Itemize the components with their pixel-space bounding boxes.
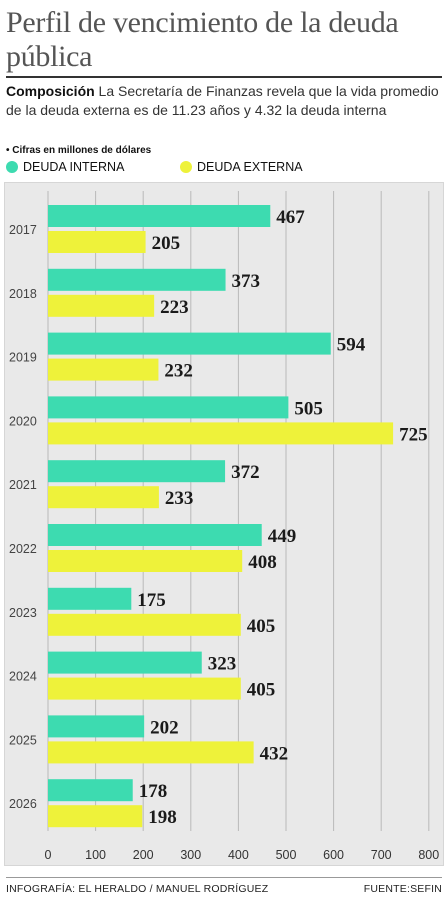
- data-label-externa-2023: 405: [247, 616, 276, 637]
- x-tick-label-200: 200: [133, 848, 154, 862]
- y-tick-label-2017: 2017: [9, 223, 37, 237]
- bar-interna-2022: [48, 524, 262, 546]
- data-label-interna-2018: 373: [232, 271, 261, 292]
- y-tick-label-2020: 2020: [9, 414, 37, 428]
- data-label-interna-2020: 505: [294, 398, 323, 419]
- bar-interna-2026: [48, 779, 133, 802]
- bar-externa-2023: [48, 613, 241, 636]
- data-label-externa-2025: 432: [260, 743, 289, 764]
- bar-externa-2026: [48, 805, 143, 828]
- data-label-externa-2026: 198: [148, 807, 177, 828]
- x-tick-label-100: 100: [85, 848, 106, 862]
- legend-swatch-deuda-interna: [6, 161, 18, 173]
- data-label-externa-2020: 725: [399, 424, 428, 445]
- y-tick-label-2018: 2018: [9, 287, 37, 301]
- legend-swatch-deuda-externa: [180, 161, 192, 173]
- data-label-externa-2024: 405: [247, 680, 276, 701]
- x-tick-label-0: 0: [45, 848, 52, 862]
- bar-externa-2018: [48, 294, 155, 317]
- bar-externa-2020: [48, 422, 394, 445]
- bar-externa-2017: [48, 231, 146, 253]
- data-label-interna-2025: 202: [150, 717, 179, 738]
- y-tick-label-2021: 2021: [9, 478, 37, 492]
- legend-item-deuda-externa: DEUDA EXTERNA: [180, 160, 303, 174]
- y-tick-label-2025: 2025: [9, 733, 37, 747]
- x-tick-label-300: 300: [180, 848, 201, 862]
- bar-interna-2020: [48, 396, 289, 419]
- chart-area: 0 100 200 300 400 500 600 700 800 2017 467 205 2018 3…: [4, 182, 444, 866]
- y-tick-label-2022: 2022: [9, 542, 37, 556]
- x-tick-label-600: 600: [323, 848, 344, 862]
- legend-item-deuda-interna: DEUDA INTERNA: [6, 160, 124, 174]
- title-divider: [6, 76, 442, 78]
- data-label-externa-2017: 205: [152, 233, 181, 254]
- x-tick-label-500: 500: [276, 848, 297, 862]
- description-lead: Composición: [6, 83, 95, 99]
- bar-externa-2024: [48, 677, 241, 700]
- bar-interna-2025: [48, 715, 145, 738]
- data-label-externa-2021: 233: [165, 488, 194, 509]
- description-text: La Secretaría de Finanzas revela que la …: [6, 83, 439, 118]
- chart-title: Perfil de vencimiento de la deuda públic…: [6, 6, 399, 73]
- x-tick-label-800: 800: [418, 848, 439, 862]
- y-tick-label-2019: 2019: [9, 351, 37, 365]
- data-label-interna-2023: 175: [137, 590, 166, 611]
- chart-description: Composición La Secretaría de Finanzas re…: [6, 82, 442, 120]
- footer-credit: INFOGRAFÍA: EL HERALDO / MANUEL RODRÍGUE…: [6, 883, 269, 895]
- bar-externa-2021: [48, 486, 159, 509]
- data-label-interna-2021: 372: [231, 462, 260, 483]
- bar-interna-2017: [48, 205, 271, 227]
- data-label-externa-2019: 232: [164, 361, 193, 382]
- legend-label-deuda-interna: DEUDA INTERNA: [23, 160, 125, 174]
- data-label-interna-2019: 594: [337, 335, 366, 356]
- units-note: • Cifras en millones de dólares: [6, 145, 152, 156]
- bar-externa-2019: [48, 358, 159, 381]
- data-label-externa-2022: 408: [248, 552, 277, 573]
- data-label-interna-2017: 467: [276, 207, 305, 228]
- y-tick-label-2023: 2023: [9, 606, 37, 620]
- data-label-interna-2026: 178: [139, 781, 168, 802]
- legend-label-deuda-externa: DEUDA EXTERNA: [197, 160, 303, 174]
- bar-externa-2022: [48, 550, 243, 572]
- data-label-externa-2018: 223: [160, 297, 189, 318]
- bar-interna-2023: [48, 587, 132, 610]
- bar-externa-2025: [48, 741, 254, 764]
- bar-chart: 0 100 200 300 400 500 600 700 800 2017 467 205 2018 3…: [9, 191, 439, 862]
- bar-interna-2024: [48, 651, 202, 674]
- bar-interna-2021: [48, 460, 226, 483]
- x-tick-label-400: 400: [228, 848, 249, 862]
- data-label-interna-2022: 449: [268, 526, 297, 547]
- data-label-interna-2024: 323: [208, 654, 237, 675]
- y-tick-label-2024: 2024: [9, 670, 37, 684]
- bar-interna-2018: [48, 268, 226, 291]
- footer-source: FUENTE:SEFIN: [363, 883, 442, 895]
- y-tick-label-2026: 2026: [9, 797, 37, 811]
- bar-interna-2019: [48, 332, 331, 355]
- footer-divider: [6, 877, 442, 878]
- x-tick-label-700: 700: [371, 848, 392, 862]
